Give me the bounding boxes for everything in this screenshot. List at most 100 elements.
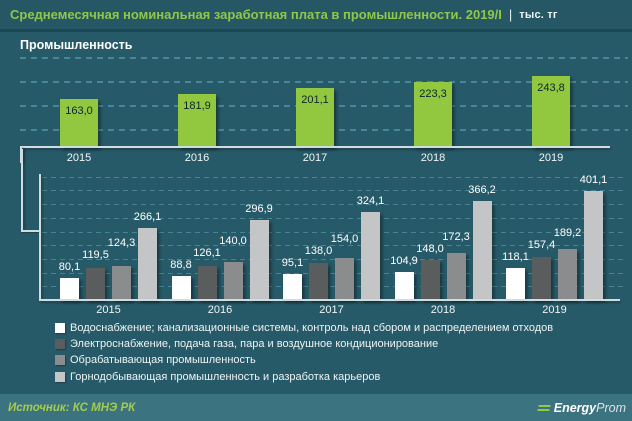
title-line: Среднемесячная номинальная заработная пл… [10,0,558,29]
year-label: 2017 [319,304,344,316]
gridline [42,231,625,233]
gridline [42,245,625,247]
bar [138,227,157,300]
value-label: 88,8 [170,258,192,271]
header-divider [0,29,632,32]
value-label: 243,8 [537,81,565,94]
page-title: Среднемесячная номинальная заработная пл… [10,7,502,22]
year-label: 2018 [420,152,446,164]
legend-label: Горнодобывающая промышленность и разрабо… [70,370,381,383]
value-label: 126,1 [193,246,221,259]
bar [296,88,334,147]
bar [112,266,131,300]
legend-swatch [55,355,65,366]
value-label: 201,1 [301,94,329,107]
value-label: 401,1 [579,174,608,187]
gridline [20,81,628,83]
legend-swatch [55,371,65,382]
energyprom-icon [536,403,551,413]
bar [361,212,380,300]
value-label: 119,5 [82,249,109,262]
legend-label: Водоснабжение; канализационные системы, … [70,322,554,335]
legend-item: Обрабатывающая промышленность [55,352,615,368]
bar [171,275,191,300]
value-label: 95,1 [281,257,304,270]
gridline [20,57,628,59]
year-label: 2015 [66,152,92,164]
x-axis [20,146,610,148]
gridline [42,272,625,274]
bar [446,253,466,300]
bar [584,191,603,300]
bar [420,259,440,300]
year-label: 2018 [430,304,456,316]
gridline [42,204,625,206]
bar [178,93,216,147]
bar [309,262,328,300]
y-axis [39,174,41,300]
bar [223,262,243,300]
header-bar: Среднемесячная номинальная заработная пл… [0,0,632,29]
bar [532,257,551,300]
bar [532,75,570,147]
value-label: 172,3 [442,230,470,243]
legend-label: Обрабатывающая промышленность [70,354,256,367]
year-label: 2019 [542,304,567,316]
connector-line-vertical [21,149,23,231]
legend-item: Электроснабжение, подача газа, пара и во… [55,336,615,352]
value-label: 324,1 [356,195,385,208]
year-label: 2019 [538,152,564,164]
bar [414,81,452,147]
footer-bar: Источник: КС МНЭ РК EnergyProm [0,394,632,421]
value-label: 296,9 [245,202,273,215]
bar [335,258,354,300]
units-label: тыс. тг [519,8,558,21]
title-separator: | [508,7,513,22]
bar [249,219,269,300]
bar [60,99,98,147]
value-label: 104,9 [390,254,418,267]
bar [197,265,217,300]
value-label: 148,0 [416,242,444,255]
value-label: 163,0 [65,105,93,118]
value-label: 366,2 [468,183,496,196]
value-label: 189,2 [553,226,582,239]
industry-section-label: Промышленность [20,38,133,52]
bar [558,248,577,300]
bar [506,267,525,300]
year-label: 2016 [184,152,210,164]
gridline [42,190,625,192]
value-label: 157,4 [527,238,556,251]
legend-item: Горнодобывающая промышленность и разрабо… [55,369,615,385]
energyprom-wordmark: EnergyProm [553,400,626,415]
value-label: 80,1 [58,261,81,274]
bar [283,274,302,300]
legend-item: Водоснабжение; канализационные системы, … [55,320,615,336]
value-label: 138,0 [304,245,333,258]
legend-swatch [55,323,65,334]
gridline [42,217,625,219]
bar [60,278,79,300]
value-label: 140,0 [219,234,247,247]
value-label: 223,3 [419,87,447,100]
value-label: 181,9 [183,99,211,112]
year-label: 2016 [207,304,233,316]
bar [86,267,105,300]
source-label: Источник: КС МНЭ РК [8,401,136,414]
value-label: 118,1 [502,250,529,263]
value-label: 154,0 [330,233,359,246]
value-label: 124,3 [107,237,136,250]
year-label: 2015 [96,304,121,316]
chart-legend: Водоснабжение; канализационные системы, … [55,320,615,385]
legend-swatch [55,339,65,350]
value-label: 266,1 [133,210,162,223]
gridline [42,286,625,288]
legend-label: Электроснабжение, подача газа, пара и во… [70,338,439,351]
bar [472,200,492,300]
gridline [42,176,625,178]
bar [394,271,414,300]
connector-line-horizontal [21,230,40,232]
energyprom-logo: EnergyProm [536,394,626,421]
year-label: 2017 [302,152,328,164]
